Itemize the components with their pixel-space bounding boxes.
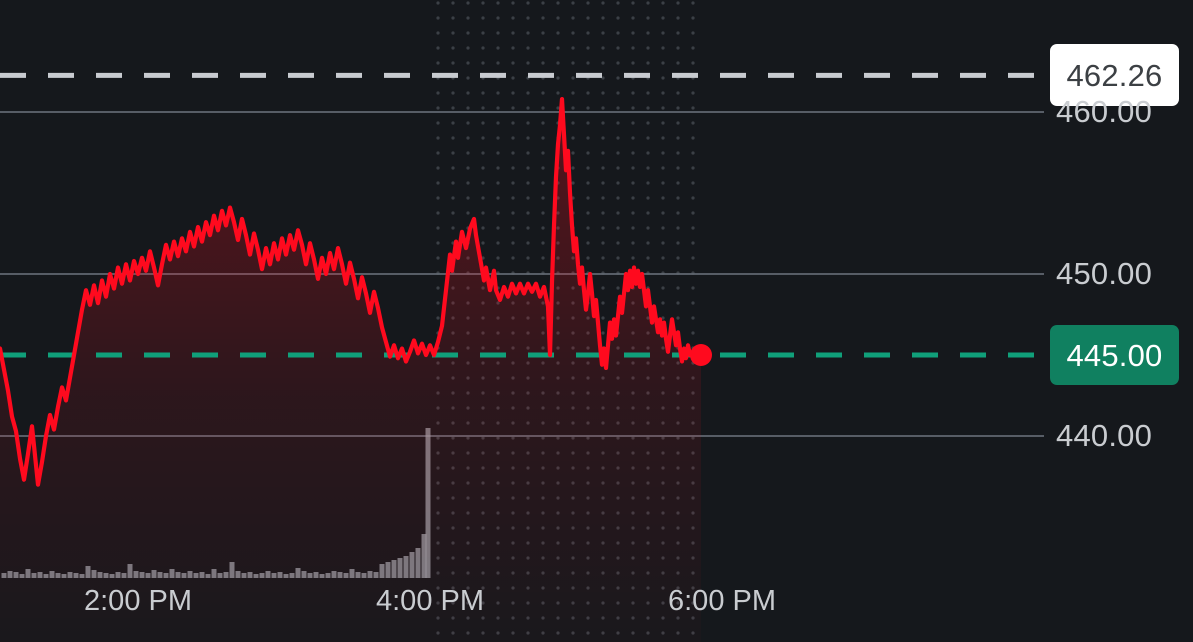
y-axis-label-450: 450.00 [1056, 256, 1153, 291]
previous-close-badge: 462.26 [1050, 44, 1179, 107]
price-axis: 462.26 460.00 450.00 445.00 440.00 [1044, 0, 1193, 642]
previous-close-value: 462.26 [1066, 57, 1163, 93]
y-axis-label-440: 440.00 [1056, 418, 1153, 453]
current-price-value: 445.00 [1066, 337, 1163, 373]
price-plot-area[interactable] [0, 0, 1044, 642]
price-chart-svg [0, 0, 1044, 642]
time-axis: 2:00 PM 4:00 PM 6:00 PM [0, 585, 1044, 630]
x-axis-label-4pm: 4:00 PM [376, 585, 484, 617]
x-axis-label-6pm: 6:00 PM [668, 585, 776, 617]
y-axis-label-460: 460.00 [1056, 94, 1153, 129]
current-price-badge: 445.00 [1050, 325, 1179, 385]
x-axis-label-2pm: 2:00 PM [84, 585, 192, 617]
